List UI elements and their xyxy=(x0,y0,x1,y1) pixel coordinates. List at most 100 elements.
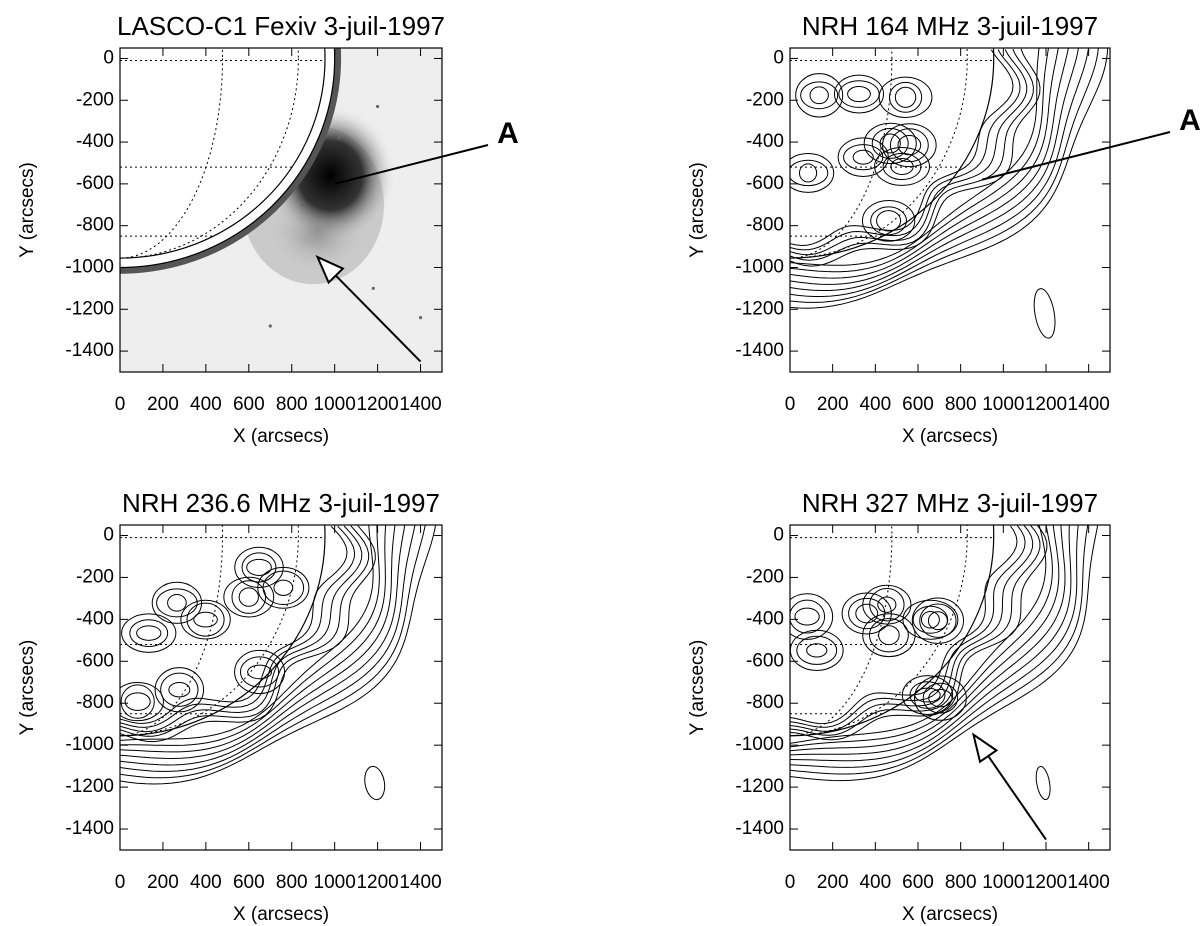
x-tick-label: 200 xyxy=(817,394,849,415)
contour-blob xyxy=(151,581,203,624)
speck xyxy=(376,104,380,109)
x-axis-label: X (arcsecs) xyxy=(233,904,329,925)
y-tick-label: -800 xyxy=(746,692,784,713)
contour-line xyxy=(790,49,1014,247)
y-tick-label: -400 xyxy=(746,131,784,152)
contour-line xyxy=(790,525,1099,782)
contour-blob xyxy=(919,603,957,638)
chart-title: LASCO-C1 Fexiv 3-juil-1997 xyxy=(117,11,445,41)
x-tick-label: 1200 xyxy=(1025,394,1067,415)
contour-line xyxy=(790,525,1053,748)
solar-limb xyxy=(790,525,995,737)
contour-blob xyxy=(838,80,880,108)
contour-blob xyxy=(874,147,930,186)
x-axis-label: X (arcsecs) xyxy=(902,426,998,447)
y-tick-label: -1000 xyxy=(65,734,114,755)
contour-line xyxy=(120,525,387,753)
y-tick-label: -200 xyxy=(746,89,784,110)
contour-blob xyxy=(798,163,818,183)
x-tick-label: 1400 xyxy=(399,872,441,893)
contour-line xyxy=(790,48,1099,303)
annotation-leader xyxy=(334,144,489,185)
x-tick-label: 200 xyxy=(147,872,179,893)
y-tick-label: -400 xyxy=(746,608,784,629)
x-tick-label: 1400 xyxy=(1068,394,1110,415)
beam xyxy=(1033,288,1056,339)
plot-frame xyxy=(789,47,1111,373)
contour-blob xyxy=(837,137,889,177)
contour-blob xyxy=(800,81,839,110)
contour-blob xyxy=(897,135,922,156)
y-tick-label: -800 xyxy=(746,215,784,236)
contour-blob xyxy=(843,144,884,171)
contour-line xyxy=(120,525,406,766)
contour-blob xyxy=(120,682,164,722)
contour-blob xyxy=(920,610,940,629)
solar-limb xyxy=(120,48,326,259)
contour-blob xyxy=(863,122,917,165)
plot-area xyxy=(790,525,1099,801)
contour-blob xyxy=(156,588,198,618)
x-tick-label: 800 xyxy=(945,394,977,415)
contour-line xyxy=(120,525,370,737)
x-tick-label: 0 xyxy=(115,872,126,893)
x-tick-label: 1200 xyxy=(356,394,398,415)
y-tick-label: -1200 xyxy=(65,776,114,797)
x-tick-label: 1000 xyxy=(314,872,356,893)
contour-blob xyxy=(833,74,884,114)
contour-blob xyxy=(855,603,879,624)
contour-blob xyxy=(911,597,965,644)
contour-blob xyxy=(790,599,826,634)
contour-blob xyxy=(878,76,933,118)
plot-area xyxy=(120,48,442,372)
contour-blob xyxy=(869,588,905,622)
x-tick-label: 400 xyxy=(859,394,891,415)
y-tick-label: -1400 xyxy=(65,818,114,839)
y-tick-label: -1200 xyxy=(735,776,784,797)
annotation-leader xyxy=(981,131,1171,181)
annotation: A xyxy=(497,117,519,150)
contour-line xyxy=(790,525,1089,775)
contour-line xyxy=(120,526,348,724)
contour-blob xyxy=(223,576,275,618)
arrow-head xyxy=(315,255,345,285)
contour-blob xyxy=(234,649,286,695)
contour-blob xyxy=(231,580,267,614)
contour-blob xyxy=(129,619,169,647)
arrow-shaft xyxy=(987,755,1047,841)
contour-blob xyxy=(890,158,914,175)
contour-line xyxy=(790,48,1069,285)
x-tick-label: 1000 xyxy=(982,872,1024,893)
y-tick-label: -1400 xyxy=(735,340,784,361)
plot-frame xyxy=(119,47,443,373)
y-tick-label: -800 xyxy=(76,215,114,236)
contour-line xyxy=(790,49,1021,251)
contour-blob xyxy=(790,593,834,640)
contour-blob xyxy=(882,123,937,168)
contour-blob xyxy=(180,599,231,640)
x-tick-label: 1200 xyxy=(1025,872,1067,893)
y-axis-label: Y (arcsecs) xyxy=(17,162,38,258)
plot-frame xyxy=(119,524,443,851)
occulter-edge xyxy=(120,48,336,269)
contour-line xyxy=(790,525,1060,752)
contour-line xyxy=(120,525,363,733)
x-tick-label: 1000 xyxy=(314,394,356,415)
contour-blob xyxy=(806,643,828,658)
contour-blob xyxy=(877,596,897,613)
plot-area xyxy=(790,48,1109,339)
meridian xyxy=(790,525,893,737)
contour-line xyxy=(790,525,1079,768)
contour-blob xyxy=(914,675,967,721)
speck xyxy=(300,203,305,207)
contour-blob xyxy=(912,605,949,634)
contour-line xyxy=(120,525,396,760)
x-tick-label: 200 xyxy=(817,872,849,893)
speck xyxy=(337,136,341,140)
contour-blob xyxy=(847,85,871,103)
y-axis-label: Y (arcsecs) xyxy=(687,162,708,258)
arrow-shaft xyxy=(335,274,422,363)
contour-blob xyxy=(928,689,953,708)
speck xyxy=(371,286,375,290)
